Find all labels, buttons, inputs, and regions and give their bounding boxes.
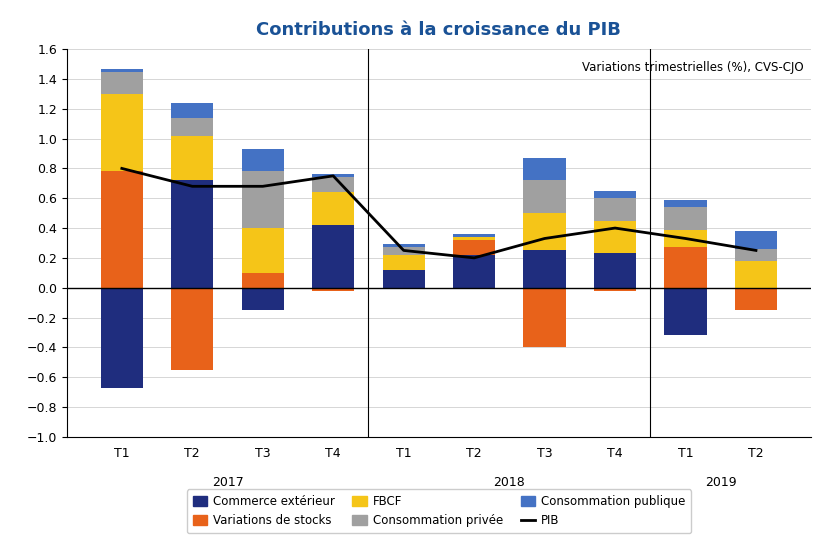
Bar <box>242 288 284 310</box>
Bar <box>383 247 425 255</box>
Bar <box>171 135 213 180</box>
Bar <box>594 198 636 221</box>
Bar <box>665 247 706 288</box>
Bar <box>171 180 213 288</box>
Bar <box>453 237 495 240</box>
Bar <box>171 118 213 135</box>
Text: Variations trimestrielles (%), CVS-CJO: Variations trimestrielles (%), CVS-CJO <box>582 61 803 74</box>
Bar <box>735 261 777 288</box>
Bar <box>523 288 566 347</box>
Bar <box>665 229 706 247</box>
Bar <box>312 177 354 192</box>
Bar <box>453 234 495 237</box>
Text: 2018: 2018 <box>493 476 525 489</box>
Bar <box>735 288 777 310</box>
Bar <box>665 288 706 335</box>
Bar <box>242 273 284 288</box>
Bar <box>735 231 777 249</box>
Bar <box>100 288 143 388</box>
Bar <box>735 249 777 261</box>
Bar <box>100 94 143 171</box>
Bar <box>383 255 425 270</box>
Bar <box>523 180 566 213</box>
Bar <box>242 228 284 273</box>
Bar <box>312 174 354 177</box>
Bar <box>100 69 143 72</box>
Bar <box>100 72 143 94</box>
Bar <box>665 207 706 229</box>
Bar <box>312 225 354 288</box>
Bar <box>171 103 213 118</box>
Bar <box>242 171 284 228</box>
Text: 2017: 2017 <box>212 476 243 489</box>
Bar <box>523 158 566 180</box>
Bar <box>383 245 425 247</box>
Bar <box>523 213 566 251</box>
Bar <box>383 270 425 288</box>
Bar <box>242 149 284 171</box>
Title: Contributions à la croissance du PIB: Contributions à la croissance du PIB <box>257 21 621 39</box>
Bar <box>594 253 636 288</box>
Bar <box>100 171 143 288</box>
Bar <box>312 288 354 290</box>
Bar <box>594 288 636 290</box>
Legend: Commerce extérieur, Variations de stocks, FBCF, Consommation privée, Consommatio: Commerce extérieur, Variations de stocks… <box>187 489 691 533</box>
Bar <box>312 192 354 225</box>
Bar <box>453 255 495 288</box>
Bar <box>453 240 495 255</box>
Bar <box>665 200 706 207</box>
Bar <box>171 288 213 370</box>
Bar <box>594 221 636 253</box>
Bar <box>594 191 636 198</box>
Bar <box>523 251 566 288</box>
Text: 2019: 2019 <box>705 476 737 489</box>
